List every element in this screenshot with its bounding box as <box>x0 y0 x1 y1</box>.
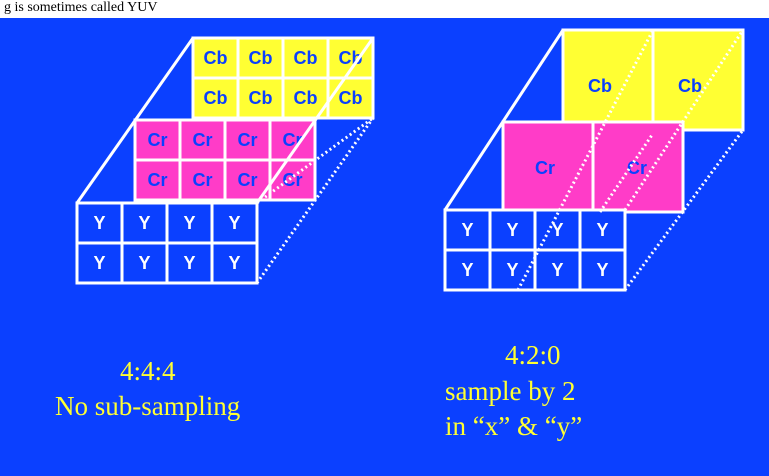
cb-cell-label: Cb <box>294 48 318 68</box>
cb-cell-label: Cb <box>204 48 228 68</box>
cr-cell <box>591 120 685 214</box>
y-cell-label: Y <box>461 260 473 280</box>
cb-cell-label: Cb <box>249 48 273 68</box>
y-cell-label: Y <box>138 213 150 233</box>
y-cell-label: Y <box>138 253 150 273</box>
guide-line <box>516 29 655 291</box>
left-description: No sub-sampling <box>55 391 241 421</box>
slide: Cb Cb Cb Cb Cb Cb Cb Cb Cr Cr Cr Cr Cr Cr Cr Cr Y Y Y Y Y Y Y Y… <box>0 18 769 476</box>
cb-cell <box>651 28 745 132</box>
cr-cell-label: Cr <box>192 130 212 150</box>
y-cell-label: Y <box>183 213 195 233</box>
cr-cell-label: Cr <box>192 170 212 190</box>
cr-cell-label: Cr <box>147 130 167 150</box>
y-cell-cell <box>210 241 259 285</box>
cb-cell-cell <box>326 76 375 120</box>
right-description-line1: sample by 2 <box>445 376 576 406</box>
guide-line <box>598 134 654 213</box>
y-cell-label: Y <box>461 220 473 240</box>
edge-line <box>623 29 745 211</box>
edge-line <box>443 29 565 211</box>
cr-cell-label: Cr <box>147 170 167 190</box>
cr-cell-label: Cr <box>237 170 257 190</box>
edge-line <box>256 116 374 205</box>
y-cell-label: Y <box>551 260 563 280</box>
y-cell-label: Y <box>551 220 563 240</box>
y-cell-label: Y <box>228 253 240 273</box>
left-mode-label: 4:4:4 <box>120 356 176 386</box>
cr-label: Cr <box>535 158 555 178</box>
y-cell-label: Y <box>93 253 105 273</box>
y-cell-label: Y <box>596 260 608 280</box>
right-mode-label: 4:2:0 <box>505 340 561 370</box>
right-description-line2: in “x” & “y” <box>445 411 583 441</box>
edge-line <box>75 37 195 204</box>
y-cell-label: Y <box>506 260 518 280</box>
cb-cell-label: Cb <box>204 88 228 108</box>
caption-fragment: g is sometimes called YUV <box>4 0 158 15</box>
cr-cell-label: Cr <box>237 130 257 150</box>
y-cell-label: Y <box>596 220 608 240</box>
cb-cell-label: Cb <box>294 88 318 108</box>
edge-line <box>255 37 375 204</box>
cr-cell-cell <box>268 158 317 202</box>
y-cell-label: Y <box>228 213 240 233</box>
cr-cell-label: Cr <box>282 170 302 190</box>
cb-cell-label: Cb <box>249 88 273 108</box>
y-cell-label: Y <box>93 213 105 233</box>
y-cell-label: Y <box>183 253 195 273</box>
y-cell-label: Y <box>506 220 518 240</box>
edge-line <box>255 117 375 284</box>
edge-line <box>623 129 745 291</box>
cb-label: Cb <box>678 76 702 96</box>
y-cell-cell <box>578 248 627 292</box>
cb-label: Cb <box>588 76 612 96</box>
cr-label: Cr <box>627 158 647 178</box>
cb-cell-label: Cb <box>339 88 363 108</box>
